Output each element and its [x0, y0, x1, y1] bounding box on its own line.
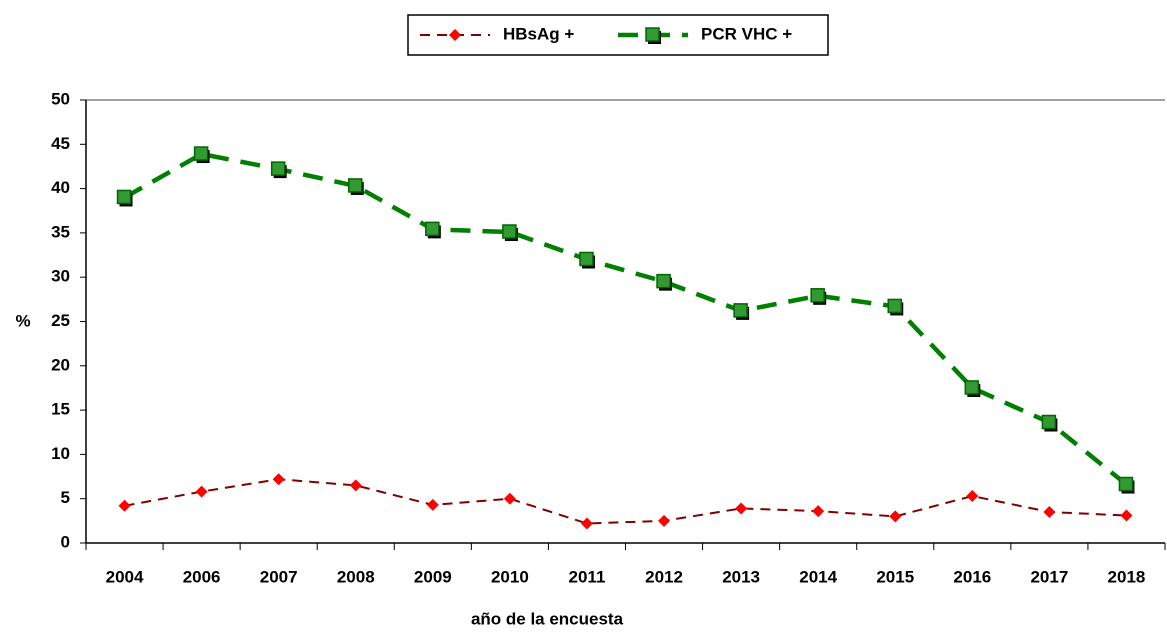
data-point — [889, 510, 902, 523]
y-tick-label: 40 — [51, 178, 70, 197]
data-point — [1118, 476, 1134, 492]
data-point — [887, 298, 902, 314]
data-point — [426, 498, 439, 511]
data-point — [348, 178, 363, 193]
y-tick-label: 20 — [51, 355, 70, 374]
data-point — [580, 517, 593, 530]
x-tick-label: 2008 — [337, 567, 375, 586]
y-tick-label: 15 — [51, 400, 70, 419]
y-tick-label: 0 — [61, 532, 70, 551]
y-tick-label: 35 — [51, 222, 70, 241]
data-point — [502, 224, 517, 239]
series-line — [123, 151, 1128, 487]
y-tick-label: 25 — [51, 311, 70, 330]
x-tick-label: 2015 — [876, 567, 914, 586]
data-point — [964, 380, 980, 395]
data-point — [656, 273, 671, 289]
data-point — [193, 146, 209, 161]
x-tick-label: 2004 — [106, 567, 144, 586]
y-tick-label: 45 — [51, 134, 70, 153]
x-tick-label: 2014 — [799, 567, 837, 586]
y-tick-label: 30 — [51, 267, 70, 286]
x-tick-label: 2011 — [569, 567, 606, 586]
data-point — [812, 505, 825, 518]
x-tick-label: 2016 — [953, 567, 991, 586]
series-line — [124, 478, 1127, 525]
legend-label: HBsAg + — [503, 24, 574, 43]
data-point — [1043, 505, 1056, 518]
data-point — [735, 502, 748, 515]
data-point — [425, 221, 440, 237]
data-point — [966, 490, 979, 503]
data-point — [349, 479, 362, 492]
x-tick-label: 2009 — [414, 567, 452, 586]
data-point — [118, 499, 131, 512]
legend-marker — [449, 29, 461, 41]
y-tick-label: 50 — [51, 89, 70, 108]
y-tick-label: 5 — [61, 488, 70, 507]
x-tick-label: 2012 — [645, 567, 683, 586]
x-tick-label: 2013 — [722, 567, 760, 586]
x-axis-title: año de la encuesta — [471, 609, 624, 628]
data-point — [579, 251, 594, 267]
data-point — [270, 161, 286, 176]
data-point — [195, 485, 208, 498]
x-tick-label: 2010 — [491, 567, 529, 586]
data-point — [1041, 414, 1057, 430]
data-point — [1120, 509, 1133, 522]
x-tick-label: 2018 — [1108, 567, 1146, 586]
data-point — [503, 492, 516, 505]
data-point — [116, 189, 132, 205]
y-axis-title: % — [15, 311, 30, 330]
legend-label: PCR VHC + — [701, 24, 792, 43]
x-tick-label: 2007 — [260, 567, 298, 586]
data-point — [658, 514, 671, 527]
data-point — [733, 303, 748, 318]
x-tick-label: 2017 — [1030, 567, 1068, 586]
legend-marker — [645, 27, 660, 42]
x-tick-label: 2006 — [183, 567, 221, 586]
data-point — [810, 288, 825, 303]
data-point — [272, 473, 285, 486]
y-tick-label: 10 — [51, 444, 70, 463]
